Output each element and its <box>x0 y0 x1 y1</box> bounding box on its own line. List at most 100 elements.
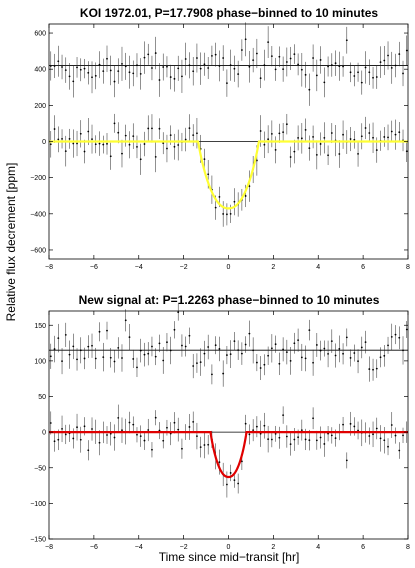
data-point-bottom-in <box>244 422 247 425</box>
data-point-top-in <box>136 145 138 148</box>
x-tick-label-top: 6 <box>361 264 365 271</box>
data-point-top-out <box>387 54 389 57</box>
data-point-bottom-out <box>360 346 363 349</box>
x-tick-label-top: −2 <box>180 264 188 271</box>
data-point-top-in <box>49 143 52 146</box>
x-tick-label-bottom: 6 <box>361 544 365 551</box>
y-tick-label-bottom: 150 <box>34 323 46 330</box>
data-point-bottom-out <box>278 362 281 365</box>
data-point-top-in <box>383 136 386 138</box>
model-curve-top <box>49 140 408 210</box>
data-point-top-out <box>402 72 404 75</box>
data-point-bottom-in <box>106 434 108 436</box>
data-point-top-in <box>124 134 127 137</box>
data-point-top-in <box>83 150 86 153</box>
data-point-bottom-in <box>53 440 56 443</box>
data-point-top-out <box>166 65 168 68</box>
data-point-top-out <box>338 65 341 68</box>
data-point-bottom-in <box>259 432 262 435</box>
data-point-top-in <box>259 130 262 132</box>
data-point-bottom-in <box>357 429 359 432</box>
data-point-bottom-out <box>285 351 288 354</box>
data-point-bottom-in <box>91 428 93 430</box>
data-point-bottom-in <box>233 479 236 482</box>
data-point-bottom-in <box>334 437 337 439</box>
data-point-top-out <box>184 58 187 60</box>
data-point-bottom-out <box>214 344 217 347</box>
data-point-top-out <box>315 74 318 77</box>
data-point-top-out <box>173 77 176 80</box>
data-point-bottom-out <box>61 360 63 362</box>
data-point-bottom-out <box>312 361 314 364</box>
data-point-bottom-in <box>98 441 101 444</box>
x-tick-label-bottom: 8 <box>406 544 410 551</box>
y-tick-label-top: 400 <box>34 67 46 74</box>
data-point-bottom-out <box>98 330 101 333</box>
data-point-top-in <box>323 136 326 139</box>
data-point-top-out <box>222 57 225 59</box>
x-tick-label-bottom: 0 <box>227 544 231 551</box>
data-point-bottom-in <box>109 432 112 435</box>
data-point-bottom-out <box>121 357 123 359</box>
data-point-bottom-out <box>203 352 206 355</box>
y-tick-label-top: 600 <box>34 31 46 38</box>
data-point-bottom-out <box>226 354 228 356</box>
data-point-bottom-out <box>270 347 273 350</box>
y-axis-label: Relative flux decrement [ppm] <box>4 163 18 322</box>
data-point-top-out <box>342 65 344 68</box>
data-point-top-in <box>173 145 176 148</box>
data-point-bottom-out <box>83 357 86 360</box>
x-tick-label-top: 4 <box>316 264 320 271</box>
data-point-top-in <box>315 153 318 156</box>
data-point-bottom-in <box>237 482 240 485</box>
data-point-top-out <box>293 53 296 56</box>
data-point-top-out <box>233 67 236 70</box>
data-point-bottom-in <box>162 439 165 442</box>
data-point-bottom-out <box>113 360 116 363</box>
data-point-bottom-out <box>199 361 202 363</box>
data-point-bottom-out <box>304 357 307 360</box>
data-point-bottom-out <box>308 329 311 332</box>
data-point-top-out <box>196 57 198 59</box>
data-point-top-out <box>218 65 221 67</box>
data-point-top-out <box>49 65 52 67</box>
data-point-top-out <box>147 53 150 56</box>
data-point-top-in <box>162 142 165 145</box>
data-point-top-in <box>327 154 329 157</box>
data-point-top-in <box>304 128 307 131</box>
data-point-bottom-out <box>229 353 232 356</box>
data-point-bottom-in <box>136 433 138 436</box>
data-point-bottom-in <box>304 438 307 441</box>
data-point-bottom-in <box>368 435 371 437</box>
data-point-top-in <box>53 128 56 130</box>
data-point-top-out <box>177 67 180 70</box>
data-point-top-in <box>270 132 273 135</box>
data-point-bottom-out <box>338 347 341 350</box>
data-point-top-out <box>297 63 300 66</box>
data-point-bottom-out <box>184 345 187 348</box>
data-point-bottom-in <box>72 437 75 440</box>
data-point-top-out <box>83 67 86 70</box>
y-tick-label-bottom: −100 <box>30 501 46 508</box>
data-point-top-out <box>132 72 135 75</box>
x-tick-label-bottom: 4 <box>316 544 320 551</box>
data-point-bottom-in <box>49 422 52 424</box>
data-point-bottom-in <box>207 443 210 446</box>
data-point-top-out <box>98 63 101 66</box>
data-point-top-out <box>113 80 116 83</box>
data-point-top-out <box>285 61 288 63</box>
data-point-top-out <box>372 76 374 79</box>
data-point-top-out <box>323 81 326 84</box>
data-point-bottom-out <box>334 354 337 357</box>
data-point-bottom-out <box>342 352 344 355</box>
data-point-top-out <box>304 73 307 76</box>
data-point-bottom-out <box>151 345 153 348</box>
data-point-bottom-out <box>244 343 247 346</box>
data-point-bottom-in <box>312 417 314 420</box>
data-point-top-out <box>360 81 363 84</box>
data-point-bottom-in <box>248 433 251 436</box>
data-point-bottom-in <box>128 421 131 424</box>
data-point-bottom-in <box>390 424 393 426</box>
data-point-top-out <box>368 71 371 74</box>
data-point-bottom-in <box>139 435 142 438</box>
